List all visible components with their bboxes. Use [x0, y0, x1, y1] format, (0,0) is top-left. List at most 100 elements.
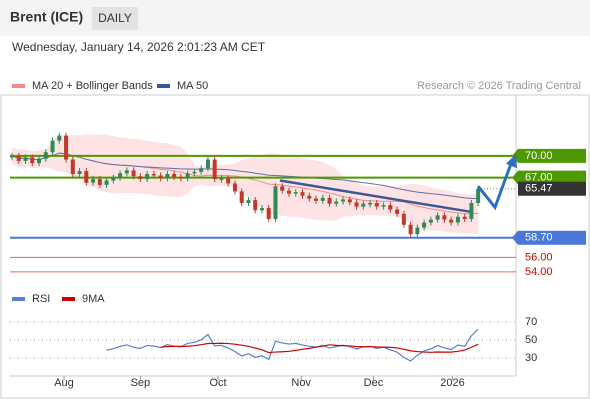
candle [199, 168, 204, 172]
candle [64, 135, 69, 160]
price-label-box [518, 181, 586, 196]
candle [368, 202, 373, 205]
candle [374, 202, 379, 207]
price-label-box [518, 170, 586, 185]
candle [151, 174, 156, 176]
candle [476, 188, 481, 203]
candle [37, 158, 42, 164]
candle [428, 219, 433, 223]
candle [314, 198, 319, 201]
header [0, 0, 590, 36]
candle [185, 173, 190, 179]
arrow-head [506, 153, 517, 169]
candle [422, 222, 427, 228]
price-label: 67.00 [525, 172, 553, 184]
price-label: 56.00 [525, 251, 553, 263]
candle [408, 224, 413, 235]
candle [253, 200, 258, 211]
candle [300, 192, 305, 196]
rsi-ma-line [160, 342, 479, 354]
candle [131, 170, 136, 177]
candle [327, 197, 332, 204]
x-tick-label: Nov [291, 377, 311, 389]
candle [145, 174, 150, 180]
candle [226, 178, 231, 184]
title: Brent (ICE) [10, 9, 83, 25]
timeframe[interactable]: DAILY [98, 11, 132, 25]
candle [178, 176, 183, 179]
legend-swatch [62, 297, 75, 301]
candle [449, 219, 454, 223]
candle [165, 174, 170, 179]
ma50 [11, 152, 479, 200]
candle [212, 159, 217, 180]
candle [91, 179, 96, 183]
rsi-tick-label: 30 [525, 352, 537, 364]
candle [43, 152, 48, 159]
credit: Research © 2026 Trading Central [417, 80, 581, 92]
candle [111, 177, 116, 181]
x-tick-label: Aug [54, 377, 74, 389]
candle [462, 216, 467, 219]
candle [246, 200, 251, 203]
candle [104, 180, 109, 185]
candle [455, 216, 460, 223]
frame [0, 94, 590, 399]
candle [124, 170, 129, 174]
candle [395, 209, 400, 214]
timeframe-box[interactable] [92, 7, 138, 30]
candle [77, 171, 82, 175]
legend-label: MA 20 + Bollinger Bands [32, 80, 153, 92]
legend-label: RSI [32, 293, 50, 305]
candle [205, 159, 210, 169]
candle [84, 171, 89, 183]
candle [118, 173, 123, 178]
candle [469, 202, 474, 219]
candle [442, 215, 447, 220]
price-label: 54.00 [525, 266, 553, 278]
rsi-tick-label: 70 [525, 316, 537, 328]
candle [266, 208, 271, 219]
candle [286, 190, 291, 194]
price-label: 70.00 [525, 150, 553, 162]
x-tick-label: Sep [131, 377, 151, 389]
candle [347, 199, 352, 203]
price-label-pointer [512, 230, 518, 245]
price-label: 58.70 [525, 232, 553, 244]
date: Wednesday, January 14, 2026 2:01:23 AM C… [12, 40, 266, 54]
candle [50, 140, 55, 153]
legend-swatch [157, 84, 170, 88]
rsi-tick-label: 50 [525, 334, 537, 346]
candle [435, 215, 440, 220]
price-label-box [518, 148, 586, 163]
candle [293, 192, 298, 194]
candle [158, 175, 163, 179]
candle [415, 227, 420, 235]
candle [239, 191, 244, 203]
candle [97, 179, 102, 185]
candle [307, 195, 312, 199]
bollinger-band [12, 134, 479, 235]
x-tick-label: 2026 [440, 377, 464, 389]
trend-line [279, 179, 471, 213]
candle [232, 183, 237, 192]
candle [334, 201, 339, 204]
x-tick-label: Oct [209, 377, 226, 389]
candle [388, 205, 393, 210]
legend-swatch [12, 84, 25, 88]
legend-label: 9MA [82, 293, 105, 305]
candle [30, 157, 35, 164]
price-label-pointer [512, 170, 518, 185]
candle [320, 197, 325, 201]
candle [280, 186, 285, 191]
candle [219, 178, 224, 180]
candle [138, 176, 143, 180]
price-label-box [518, 230, 586, 245]
candle [192, 171, 197, 174]
candle [273, 186, 278, 219]
candle [16, 155, 21, 161]
legend-swatch [12, 297, 25, 301]
candle [23, 157, 28, 161]
x-tick-label: Dec [364, 377, 384, 389]
